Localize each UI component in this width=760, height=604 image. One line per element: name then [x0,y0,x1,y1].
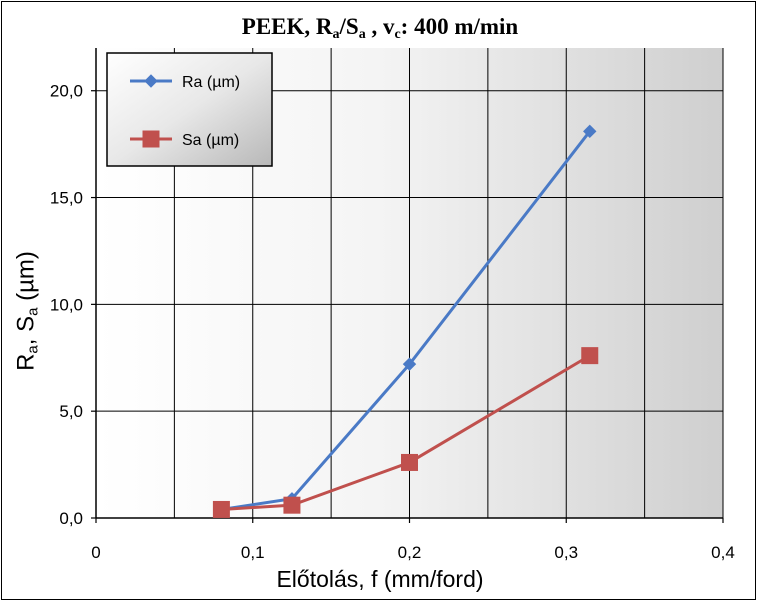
title-sub-a: a [358,27,366,42]
legend-box [106,52,273,167]
y-tick-label: 5,0 [59,402,83,421]
ylabel-sub-a: a [24,307,42,316]
title-part: : 400 m/min [400,14,519,39]
data-point [401,453,418,471]
series-line [221,130,591,511]
ylabel-part: R [12,353,40,371]
legend: Ra (µm) Sa (µm) [106,52,273,167]
x-tick-label: 0,1 [241,543,265,562]
x-tick-label: 0 [91,543,100,562]
title-part: , v [365,14,395,39]
series-layer [212,124,599,518]
x-tick-label: 0,3 [554,543,578,562]
data-point [283,496,301,514]
legend-label: Sa (µm) [182,132,239,149]
series-line [221,354,591,511]
chart-title: PEEK, Ra/Sa , vc: 400 m/min [0,14,760,43]
ylabel-sub-a: a [24,345,42,354]
axes: 0 0,1 0,2 0,3 0,4 0,0 5,0 10,0 15,0 20,0 [50,48,735,562]
gridlines [96,48,724,518]
series-sa [212,347,599,518]
y-tick-label: 20,0 [50,82,83,101]
ylabel-part: (µm) [12,251,40,308]
x-tick-label: 0,2 [398,543,422,562]
y-tick-label: 10,0 [50,295,83,314]
title-part: /S [339,14,359,39]
data-point [402,357,417,371]
legend-marker [144,74,158,88]
data-point [212,500,230,518]
x-tick-label: 0,4 [711,543,735,562]
legend-label: Ra (µm) [182,74,240,91]
title-part: PEEK, R [241,14,333,39]
title-sub-a: a [332,27,340,42]
data-point [581,347,599,365]
y-tick-label: 15,0 [50,189,83,208]
title-sub-c: c [394,27,401,42]
x-axis-label: Előtolás, f (mm/ford) [276,566,484,592]
legend-marker [142,130,160,148]
y-tick-label: 0,0 [59,509,83,528]
ylabel-part: , S [12,315,40,346]
data-point [583,124,597,139]
